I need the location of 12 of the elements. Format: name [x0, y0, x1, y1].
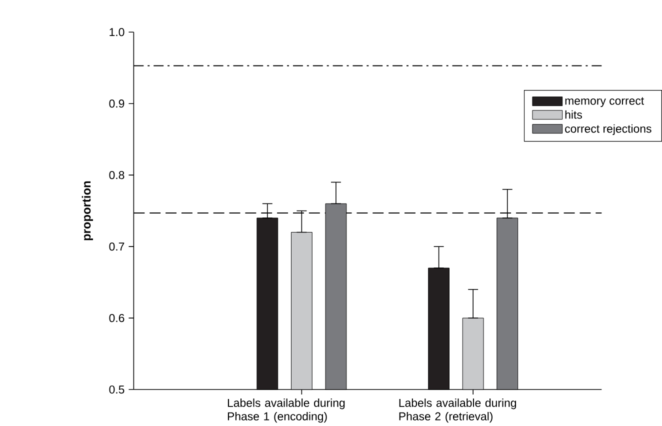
y-tick-label: 0.5: [109, 385, 124, 394]
legend-label: hits: [565, 110, 582, 119]
x-tick-label: Labels available during Phase 1 (encoding): [228, 398, 345, 422]
y-tick-label: 0.6: [109, 314, 124, 322]
y-axis-title: proportion: [82, 181, 93, 240]
y-tick-label: 0.7: [109, 242, 124, 250]
y-tick-label: 0.9: [109, 99, 124, 108]
y-tick-label: 0.8: [109, 170, 124, 179]
legend-label: memory correct: [565, 97, 644, 107]
legend-label: correct rejections: [565, 124, 652, 135]
x-tick-label: Labels available during Phase 2 (retrieval): [399, 398, 516, 422]
y-tick-label: 1.0: [110, 28, 124, 36]
